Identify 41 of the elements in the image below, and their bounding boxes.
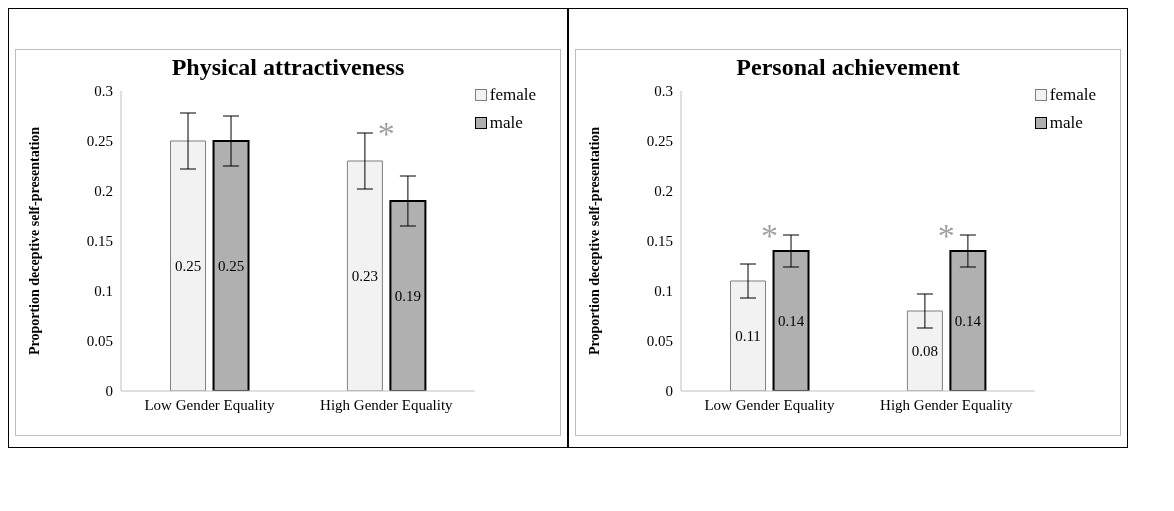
data-label: 0.11 xyxy=(735,328,761,345)
bar xyxy=(730,280,767,391)
y-tick-label: 0.2 xyxy=(94,183,113,200)
chart-title: Physical attractiveness xyxy=(170,54,406,81)
data-label: 0.14 xyxy=(777,313,805,330)
y-tick-label: 0.1 xyxy=(94,283,113,300)
y-tick-label: 0.3 xyxy=(94,83,113,100)
bar xyxy=(346,160,383,391)
x-tick-label: High Gender Equality xyxy=(320,396,454,413)
y-axis-title: Proportion deceptive self-presentation xyxy=(586,126,602,356)
annotation: * xyxy=(377,115,395,153)
y-tick-label: 0.15 xyxy=(646,233,673,250)
y-tick-label: 0.15 xyxy=(86,233,113,250)
annotation: * xyxy=(760,217,778,255)
y-axis-title: Proportion deceptive self-presentation xyxy=(26,126,42,356)
x-tick-label: Low Gender Equality xyxy=(144,396,275,413)
data-label: 0.19 xyxy=(394,288,422,305)
legend-label: male xyxy=(489,112,523,134)
bar xyxy=(170,140,207,391)
legend-label: male xyxy=(1049,112,1083,134)
y-tick-label: 0.05 xyxy=(646,333,673,350)
y-tick-label: 0 xyxy=(105,383,113,400)
data-label: 0.14 xyxy=(954,313,982,330)
annotation: * xyxy=(937,217,955,255)
y-tick-label: 0.2 xyxy=(654,183,673,200)
y-tick-label: 0.3 xyxy=(654,83,673,100)
legend-label: female xyxy=(489,84,536,106)
y-tick-label: 0.25 xyxy=(646,133,673,150)
chart-title: Personal achievement xyxy=(735,54,961,81)
data-label: 0.23 xyxy=(351,268,379,285)
legend-label: female xyxy=(1049,84,1096,106)
bar xyxy=(906,310,943,391)
x-tick-label: High Gender Equality xyxy=(880,396,1014,413)
data-label: 0.25 xyxy=(174,258,202,275)
x-tick-label: Low Gender Equality xyxy=(704,396,835,413)
data-label: 0.08 xyxy=(911,343,939,360)
y-tick-label: 0.1 xyxy=(654,283,673,300)
y-tick-label: 0 xyxy=(665,383,673,400)
y-tick-label: 0.05 xyxy=(86,333,113,350)
y-tick-label: 0.25 xyxy=(86,133,113,150)
data-label: 0.25 xyxy=(217,258,245,275)
